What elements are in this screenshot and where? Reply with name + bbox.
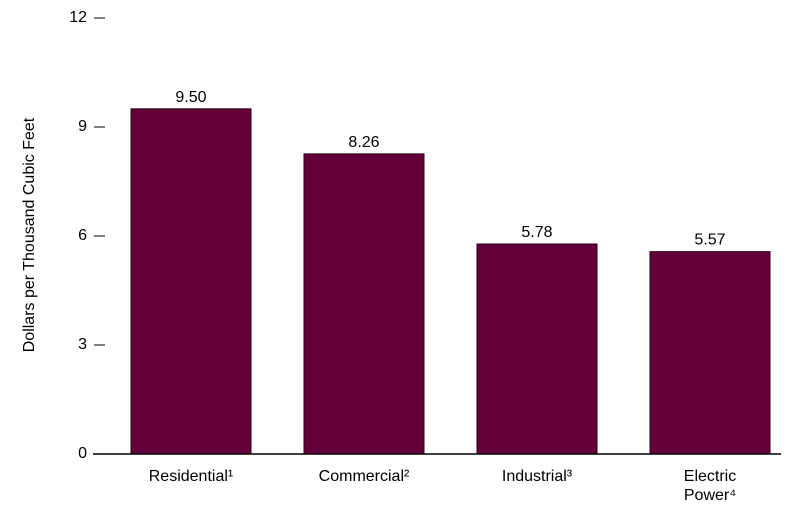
axes-layer: Residential¹ Commercial² Industrial³ Electr… [69,9,781,504]
category-label-3: Industrial³ [502,468,573,485]
bar-3 [476,243,598,455]
y-tick-label-6: 6 [78,227,87,244]
value-label-4: 5.57 [694,232,725,249]
value-label-2: 8.26 [348,134,379,151]
bar-2 [303,153,425,455]
value-label-3: 5.78 [521,224,552,241]
y-tick-label-9: 9 [78,118,87,135]
bars-layer: 9.50 8.26 5.78 5.57 [130,89,771,455]
bar-1 [130,108,252,455]
category-label-4: Electric Power⁴ [684,468,736,504]
category-label-1: Residential¹ [149,468,233,485]
y-tick-label-12: 12 [69,9,87,26]
y-tick-label-0: 0 [78,445,87,462]
y-tick-label-3: 3 [78,336,87,353]
value-label-1: 9.50 [175,89,206,106]
bar-4 [649,251,771,455]
y-axis-title: Dollars per Thousand Cubic Feet [21,117,38,352]
category-label-2: Commercial² [319,468,410,485]
